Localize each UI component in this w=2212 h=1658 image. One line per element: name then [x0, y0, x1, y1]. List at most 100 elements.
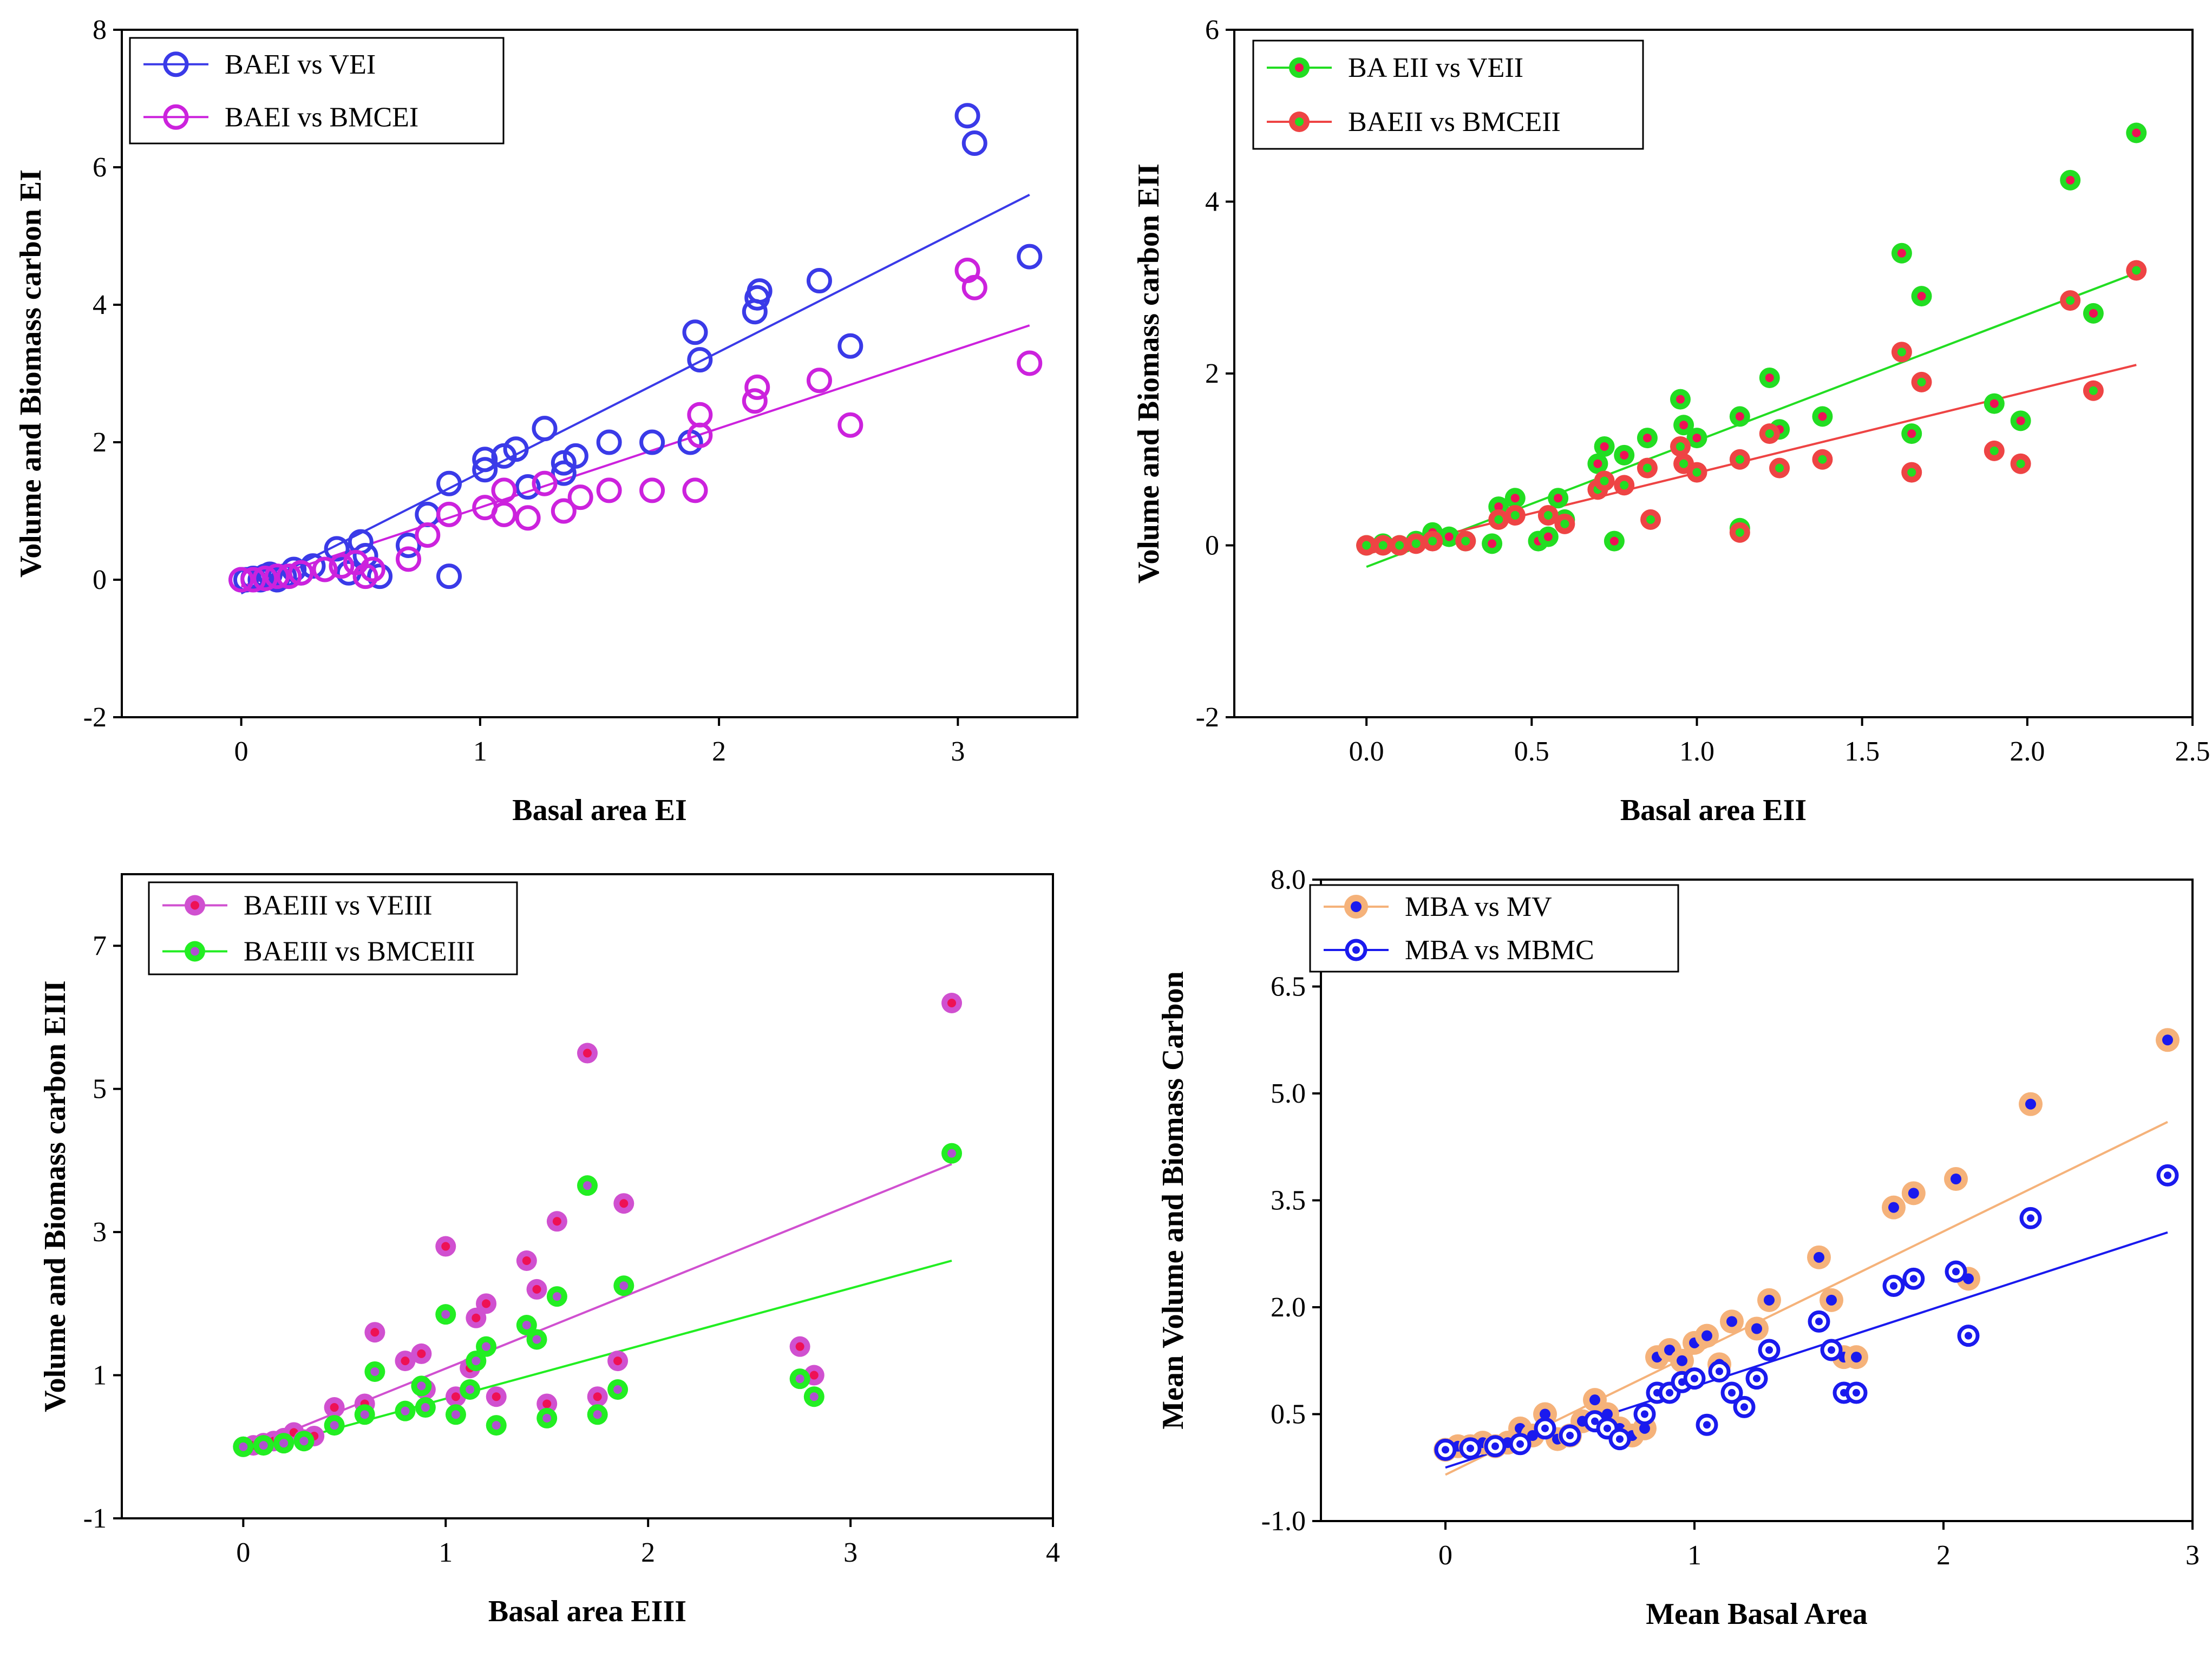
data-point-series-2 — [1504, 504, 1526, 526]
data-point-series-2 — [312, 556, 338, 582]
data-point-series-1 — [486, 1386, 507, 1407]
x-tick-label: 2 — [712, 736, 726, 767]
data-point-series-2 — [1554, 513, 1575, 534]
data-point-series-2 — [415, 1397, 436, 1418]
data-point-series-2 — [613, 1275, 634, 1296]
data-point-series-1 — [577, 1043, 598, 1064]
data-point-series-2 — [1686, 462, 1707, 483]
data-point-series-2 — [1389, 535, 1410, 556]
data-point-series-2 — [536, 1407, 558, 1428]
x-tick-label: 3 — [951, 736, 965, 767]
chart-panel-4: 0 1 2 3 -1.0 0.5 2.0 3.5 5.0 6.5 8.0 Mean Basal Are… — [1156, 864, 2200, 1631]
data-point-series-1 — [1759, 367, 1780, 388]
data-point-series-2 — [639, 477, 665, 503]
x-tick-label: 1 — [473, 736, 487, 767]
y-tick-label: 2 — [93, 427, 107, 458]
data-point-series-1 — [526, 1279, 547, 1300]
legend-box — [148, 881, 518, 975]
y-tick-label: 4 — [93, 290, 107, 320]
data-point-series-1 — [324, 536, 350, 562]
x-axis-title: Basal area EII — [1620, 794, 1807, 827]
plot-area — [1434, 1028, 2180, 1476]
data-point-series-1 — [1720, 1309, 1744, 1334]
data-point-series-1 — [1757, 1288, 1781, 1312]
data-point-series-2 — [352, 563, 378, 589]
data-point-series-2 — [1957, 1325, 1980, 1347]
y-tick-label: 4 — [1205, 187, 1219, 218]
y-tick-label: 2 — [1205, 358, 1219, 389]
data-point-series-2 — [436, 501, 462, 527]
data-point-series-2 — [837, 412, 863, 438]
plot-area — [1356, 122, 2147, 568]
y-tick-label: -2 — [83, 702, 107, 733]
data-point-series-2 — [1720, 1381, 1743, 1404]
y-tick-label: 3 — [93, 1217, 107, 1248]
legend-label: BAEIII vs BMCEIII — [244, 936, 475, 967]
data-point-series-2 — [532, 470, 558, 496]
trend-line-series-2 — [243, 1260, 952, 1455]
data-point-series-2 — [1769, 457, 1790, 479]
data-point-series-1 — [1820, 1288, 1843, 1312]
data-point-series-2 — [2083, 380, 2104, 401]
y-tick-label: 6 — [1205, 15, 1219, 45]
data-point-series-2 — [233, 1436, 254, 1457]
data-point-series-2 — [1594, 470, 1615, 491]
x-tick-label: 3 — [843, 1537, 858, 1568]
data-point-series-1 — [466, 1307, 487, 1328]
data-point-series-1 — [1537, 526, 1559, 547]
data-point-series-1 — [1504, 488, 1526, 509]
legend-marker — [185, 941, 205, 962]
legend-label: BAEII vs BMCEII — [1348, 107, 1561, 137]
data-point-series-2 — [1608, 1428, 1631, 1451]
data-point-series-2 — [2126, 260, 2147, 281]
x-tick-label: 0 — [236, 1537, 250, 1568]
chart-panel-3: 0 1 2 3 4 -1 1 3 5 7 Basal area EIII Volume and Bio… — [38, 873, 1060, 1628]
y-axis-title: Mean Volume and Biomass Carbon — [1156, 971, 1190, 1429]
data-point-series-2 — [1509, 1433, 1532, 1456]
data-point-series-2 — [329, 553, 355, 579]
data-point-series-2 — [742, 388, 768, 414]
data-point-series-2 — [2010, 453, 2031, 474]
data-point-series-1 — [1901, 423, 1922, 444]
data-point-series-2 — [961, 274, 987, 300]
legend: MBA vs MV MBA vs MBMC — [1309, 884, 1679, 973]
plot-frame — [1320, 879, 2194, 1522]
data-point-series-2 — [252, 565, 278, 591]
data-point-series-2 — [1356, 535, 1377, 556]
x-tick-label: 0 — [1438, 1540, 1452, 1571]
data-point-series-1 — [1614, 444, 1635, 466]
data-point-series-1 — [587, 1386, 608, 1407]
data-point-series-2 — [411, 1375, 432, 1397]
data-point-series-2 — [466, 1351, 487, 1372]
data-point-series-2 — [1759, 423, 1780, 444]
data-point-series-1 — [2156, 1028, 2180, 1052]
data-point-series-2 — [577, 1175, 598, 1196]
data-point-series-2 — [2060, 290, 2081, 311]
data-point-series-2 — [491, 477, 517, 503]
data-point-series-1 — [472, 457, 498, 483]
legend-marker — [163, 104, 189, 130]
data-point-series-2 — [1640, 509, 1661, 530]
data-point-series-2 — [803, 1386, 824, 1407]
data-point-series-2 — [1911, 371, 1932, 392]
data-point-series-2 — [941, 1143, 963, 1164]
legend: BA EII vs VEII BAEII vs BMCEII — [1252, 40, 1644, 150]
legend-box — [129, 37, 505, 145]
y-axis-title: Volume and Biomass carbon EIII — [38, 980, 72, 1412]
data-point-series-1 — [396, 533, 421, 558]
data-point-series-2 — [551, 498, 577, 524]
data-point-series-2 — [1459, 1437, 1482, 1460]
data-point-series-2 — [1758, 1339, 1781, 1361]
data-point-series-2 — [2156, 1164, 2179, 1187]
data-point-series-2 — [435, 1304, 456, 1325]
data-point-series-2 — [364, 1361, 385, 1382]
data-point-series-1 — [1017, 244, 1043, 270]
y-tick-label: 1 — [93, 1360, 107, 1391]
data-point-series-2 — [476, 1336, 497, 1357]
legend-marker — [1344, 895, 1368, 919]
data-point-series-1 — [1844, 1345, 1868, 1369]
data-point-series-1 — [1984, 393, 2005, 414]
data-point-series-2 — [1729, 522, 1750, 543]
legend-marker — [1345, 939, 1367, 961]
